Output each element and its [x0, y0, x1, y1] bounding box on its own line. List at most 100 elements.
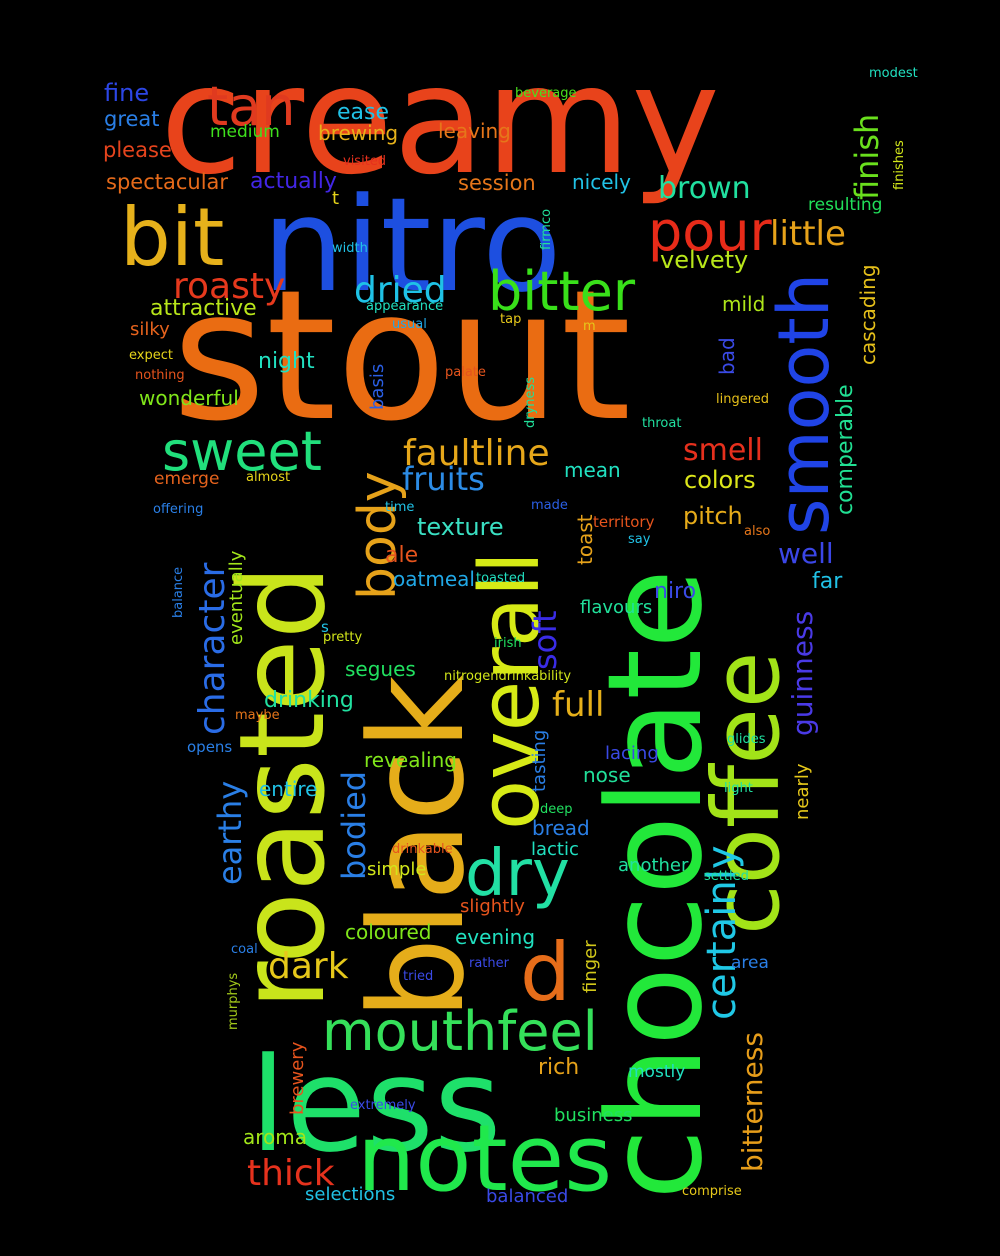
word-certainly: certainly — [699, 846, 745, 1021]
word-chocolate: chocolate — [579, 569, 731, 1200]
word-also: also — [744, 524, 770, 539]
word-little: little — [770, 214, 846, 254]
word-guinness: guinness — [786, 611, 819, 736]
word-tap: tap — [500, 312, 521, 327]
word-nothing: nothing — [135, 368, 185, 383]
word-please: please — [103, 138, 172, 162]
word-another: another — [618, 855, 689, 876]
word-evening: evening — [455, 925, 535, 949]
word-black: black — [341, 675, 493, 1020]
word-width: width — [332, 241, 368, 256]
word-segues: segues — [345, 657, 416, 681]
word-maybe: maybe — [235, 708, 280, 723]
word-firmco: firmco — [539, 209, 554, 250]
word-soft: soft — [526, 611, 564, 671]
word-ease: ease — [337, 100, 389, 125]
word-dryness: dryness — [523, 377, 538, 428]
word-spectacular: spectacular — [106, 170, 228, 194]
word-bodied: bodied — [335, 771, 373, 880]
word-time: time — [385, 500, 414, 515]
word-bad: bad — [715, 337, 739, 375]
word-comprise: comprise — [682, 1184, 742, 1199]
word-brown: brown — [658, 171, 751, 206]
word-slightly: slightly — [460, 896, 525, 917]
word-oatmeal: oatmeal — [393, 567, 475, 591]
word-earthy: earthy — [211, 781, 249, 885]
word-leaving: leaving — [438, 119, 511, 143]
word-simple: simple — [367, 859, 426, 880]
word-niro: niro — [654, 579, 696, 604]
word-tried: tried — [403, 969, 433, 984]
word-offering: offering — [153, 502, 203, 517]
word-tan: tan — [207, 75, 296, 138]
word-nose: nose — [583, 763, 631, 787]
word-aroma: aroma — [243, 1125, 307, 1149]
word-d: d — [520, 926, 571, 1019]
word-almost: almost — [246, 470, 290, 485]
word-rich: rich — [538, 1055, 579, 1080]
word-ale: ale — [385, 543, 418, 568]
word-session: session — [458, 171, 536, 195]
word-smooth: smooth — [763, 273, 845, 535]
word-nicely: nicely — [572, 170, 631, 194]
word-notes: notes — [357, 1105, 612, 1212]
word-overall: overall — [463, 551, 558, 830]
word-tasting: tasting — [529, 730, 550, 792]
word-body: body — [348, 471, 408, 600]
word-attractive: attractive — [150, 296, 257, 321]
word-mouthfeel: mouthfeel — [322, 1000, 598, 1063]
word-pitch: pitch — [683, 502, 743, 530]
word-modest: modest — [869, 66, 918, 81]
word-entire: entire — [259, 777, 317, 801]
word-dried: dried — [354, 270, 447, 311]
word-revealing: revealing — [364, 748, 457, 772]
word-mild: mild — [722, 292, 765, 316]
word-full: full — [552, 685, 604, 725]
word-smell: smell — [683, 433, 763, 468]
word-usual: usual — [392, 317, 427, 332]
word-bit: bit — [120, 191, 224, 284]
word-area: area — [731, 953, 769, 973]
word-rather: rather — [469, 956, 510, 971]
word-throat: throat — [642, 416, 681, 431]
word-comperable: comperable — [833, 384, 858, 515]
word-business: business — [554, 1105, 632, 1126]
word-actually: actually — [250, 169, 337, 194]
word-mostly: mostly — [628, 1062, 685, 1082]
word-made: made — [531, 498, 568, 513]
word-thick: thick — [247, 1153, 335, 1194]
word-roasty: roasty — [173, 266, 285, 307]
word-light: light — [724, 781, 753, 796]
word-pretty: pretty — [323, 630, 363, 645]
word-coal: coal — [231, 942, 258, 957]
word-nitro: nitro — [262, 169, 562, 321]
word-medium: medium — [210, 122, 280, 142]
word-dry: dry — [465, 837, 570, 911]
word-dark: dark — [268, 946, 349, 987]
word-colors: colors — [684, 466, 756, 494]
word-night: night — [258, 349, 315, 374]
word-coffee: coffee — [693, 652, 800, 935]
word-m: m — [583, 319, 596, 334]
word-flavours: flavours — [580, 597, 652, 618]
word-fruits: fruits — [402, 460, 485, 498]
word-deep: deep — [540, 802, 573, 817]
word-roasted: roasted — [213, 564, 351, 1010]
word-eventually: eventually — [226, 550, 247, 645]
word-pour: pour — [648, 200, 773, 263]
word-emerge: emerge — [154, 469, 219, 489]
word-fine: fine — [104, 79, 149, 107]
word-finishes: finishes — [892, 140, 907, 190]
word-sweet: sweet — [162, 420, 322, 483]
word-velvety: velvety — [660, 246, 748, 274]
word-settled: settled — [704, 869, 749, 884]
word-faultline: faultline — [403, 433, 550, 474]
word-creamy: creamy — [160, 34, 720, 208]
word-nitrogendrinkability: nitrogendrinkability — [444, 669, 571, 684]
word-palate: palate — [445, 365, 486, 380]
word-murphys: murphys — [226, 973, 241, 1030]
word-expect: expect — [129, 348, 173, 363]
word-stout: stout — [172, 252, 631, 461]
word-finish: finish — [848, 114, 886, 200]
word-t: t — [332, 188, 339, 209]
